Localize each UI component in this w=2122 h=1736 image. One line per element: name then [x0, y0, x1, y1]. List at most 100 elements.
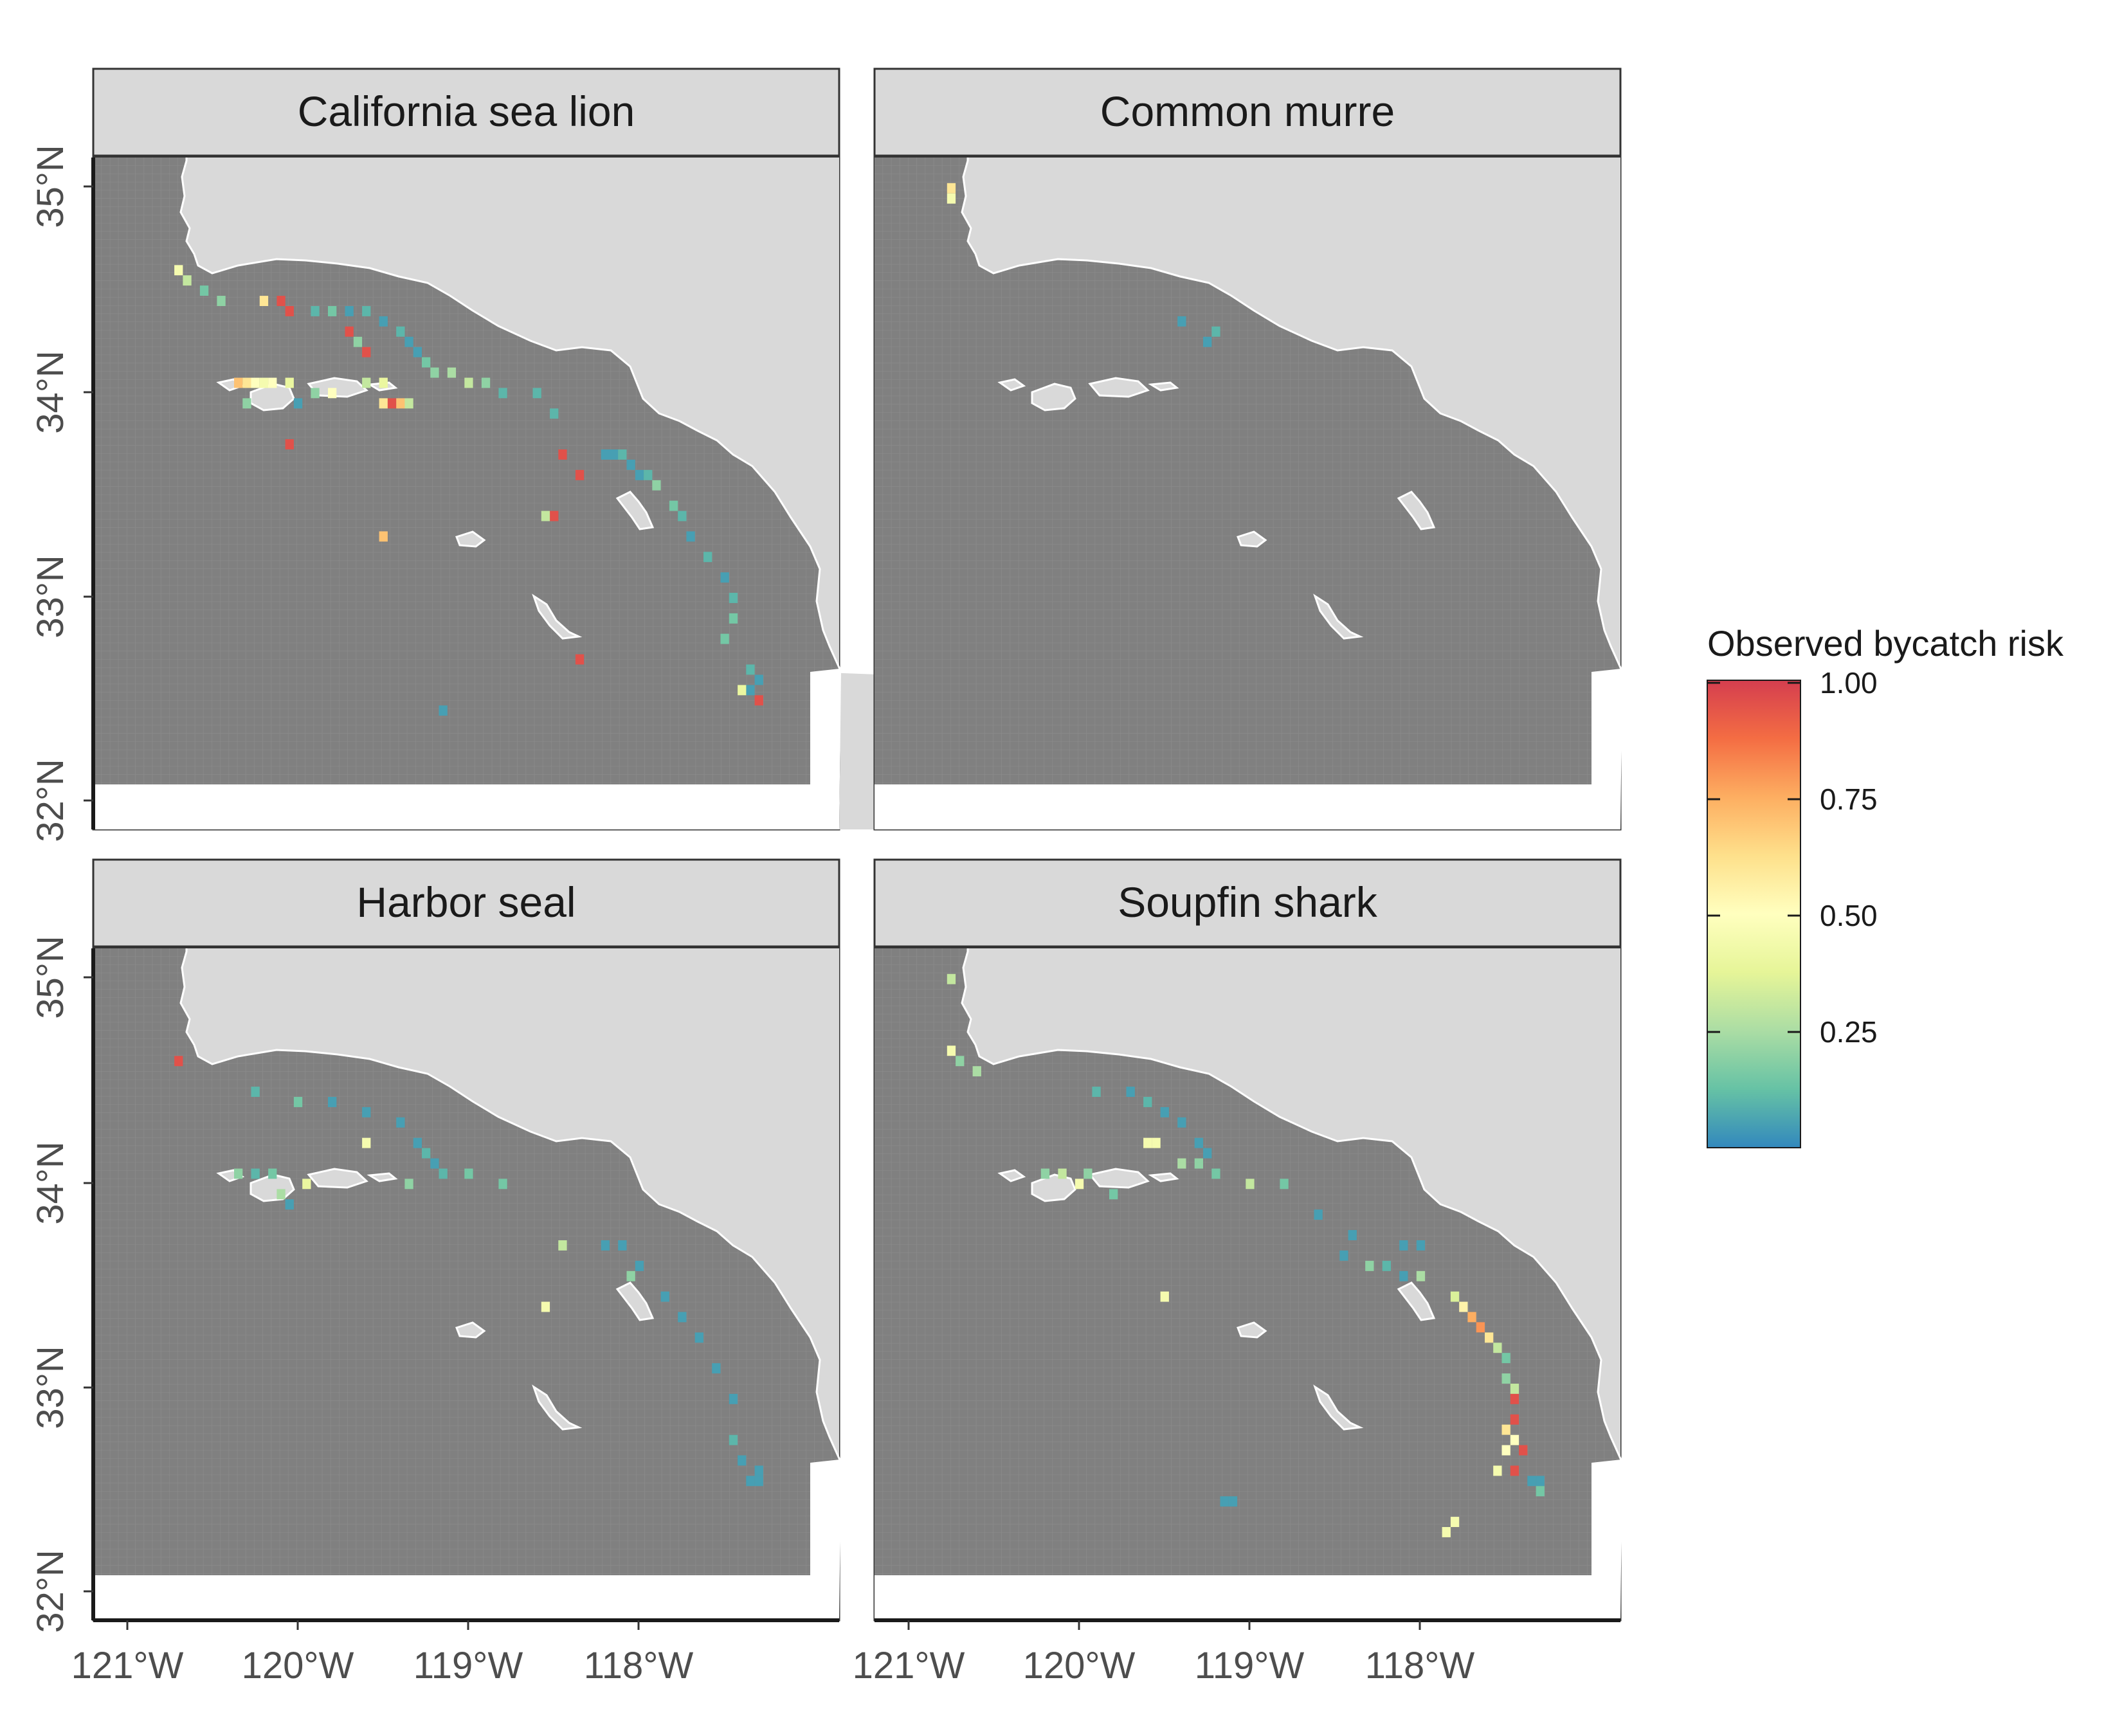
x-tick-label: 119°W [413, 1645, 523, 1686]
risk-cell [1536, 1476, 1545, 1487]
risk-cell [422, 357, 431, 368]
ocean-grid [875, 948, 1622, 1575]
channel-island [615, 1281, 655, 1321]
risk-cell [1365, 1260, 1374, 1271]
risk-cell [1348, 1230, 1357, 1240]
facet-title: Common murre [1100, 87, 1395, 135]
channel-island [307, 1168, 368, 1189]
risk-cell [404, 336, 413, 347]
y-axis-top: 32°N 33°N 34°N 35°N [30, 145, 93, 842]
risk-cell [234, 377, 243, 388]
channel-island [1088, 1168, 1150, 1189]
risk-cell [285, 306, 294, 316]
risk-cell [1527, 1476, 1536, 1487]
land-area [1592, 659, 1710, 829]
risk-cell [635, 1260, 644, 1271]
legend-ticks [1707, 682, 1800, 1033]
risk-cell [293, 398, 303, 409]
strip-background [92, 858, 840, 948]
land-area [875, 1575, 1592, 1620]
risk-cell [439, 1168, 448, 1179]
risk-cell [703, 552, 712, 563]
risk-cell [694, 1332, 703, 1343]
risk-cell [1493, 1343, 1502, 1353]
risk-cell [1143, 1137, 1152, 1148]
y-axis-bottom: 32°N 33°N 34°N 35°N [30, 936, 93, 1633]
risk-cell [947, 973, 956, 984]
facet-panel: Soupfin shark [873, 858, 1711, 1622]
risk-cell [302, 1179, 311, 1189]
facet-panel: California sea lion [92, 68, 930, 831]
legend-tick-label: 1.00 [1820, 666, 1878, 700]
land-area [875, 784, 1592, 829]
risk-cell [1177, 1158, 1186, 1169]
risk-cell [754, 1476, 763, 1487]
strip-background [873, 858, 1622, 948]
legend-colorbar [1707, 680, 1801, 1148]
strip-background [92, 68, 840, 157]
x-tick-label: 120°W [242, 1645, 354, 1686]
risk-cell [1501, 1445, 1510, 1456]
risk-cell [362, 377, 371, 388]
ocean-grid [875, 158, 1622, 784]
risk-cell [746, 685, 755, 696]
risk-cell [1203, 336, 1212, 347]
risk-cell [259, 296, 269, 306]
risk-cell [1314, 1209, 1323, 1220]
map-body [93, 948, 930, 1620]
channel-island [1148, 1172, 1179, 1182]
y-tick-label: 34°N [30, 1141, 71, 1225]
channel-island [997, 1169, 1026, 1182]
risk-cell [396, 326, 405, 337]
risk-cell [242, 398, 251, 409]
risk-cell [1510, 1414, 1519, 1425]
risk-cell [396, 1117, 405, 1128]
risk-cell [404, 398, 413, 409]
risk-cell [738, 685, 747, 696]
channel-island [532, 1384, 583, 1431]
channel-island [1237, 1321, 1267, 1339]
risk-cell [353, 336, 363, 347]
risk-cell [729, 1393, 738, 1404]
risk-cell [379, 316, 388, 327]
risk-cell [1143, 1097, 1152, 1107]
risk-cell [541, 511, 550, 521]
risk-cell [464, 1168, 473, 1179]
risk-cell [259, 377, 269, 388]
y-tick-label: 32°N [30, 1550, 71, 1633]
risk-cell [1399, 1270, 1408, 1281]
risk-cell [729, 613, 738, 624]
risk-cell [610, 449, 619, 460]
strip-background [873, 68, 1622, 157]
x-axis-right: 121°W 120°W 119°W 118°W [853, 1620, 1475, 1686]
risk-cell [947, 183, 956, 194]
risk-cells [947, 183, 1220, 347]
risk-cell [1501, 1353, 1510, 1364]
channel-island [1088, 377, 1150, 398]
land-area [1592, 1463, 1622, 1620]
risk-cell [1084, 1168, 1093, 1179]
risk-cell [481, 377, 491, 388]
risk-cell [678, 511, 687, 521]
risk-cell [1194, 1137, 1203, 1148]
y-tick-label: 33°N [30, 555, 71, 638]
risk-cell [947, 193, 956, 204]
risk-cell [712, 1363, 721, 1374]
risk-cell [1493, 1465, 1502, 1476]
risk-cell [1075, 1179, 1084, 1189]
y-tick-label: 35°N [30, 936, 71, 1019]
risk-cell [328, 306, 337, 316]
risk-cell [558, 1240, 567, 1251]
risk-cell [1228, 1496, 1238, 1507]
risk-cell [754, 695, 763, 706]
channel-island [1031, 383, 1076, 411]
risk-cell [626, 1270, 635, 1281]
risk-cell [396, 398, 405, 409]
risk-cell [1194, 1158, 1203, 1169]
risk-cell [1510, 1434, 1519, 1445]
x-tick-label: 118°W [1365, 1645, 1475, 1686]
map-body [875, 948, 1711, 1620]
channel-island [615, 491, 655, 530]
risk-cell [754, 1465, 763, 1476]
